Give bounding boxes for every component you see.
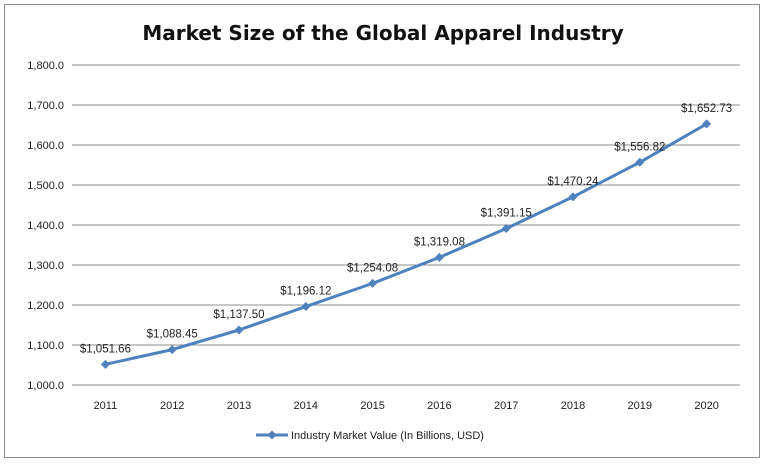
y-tick-label: 1,500.0 — [27, 180, 64, 192]
x-tick-label: 2016 — [427, 400, 451, 412]
x-tick-label: 2015 — [360, 400, 384, 412]
data-label: $1,196.12 — [280, 286, 331, 298]
data-point — [568, 192, 578, 202]
y-tick-label: 1,100.0 — [27, 340, 64, 352]
data-point — [501, 224, 511, 234]
x-tick-label: 2017 — [494, 400, 518, 412]
data-point — [434, 252, 444, 262]
series-industry-market-value — [100, 119, 712, 369]
data-label: $1,652.73 — [681, 103, 732, 115]
data-label: $1,470.24 — [547, 176, 599, 188]
y-tick-label: 1,000.0 — [27, 380, 64, 392]
chart-title: Market Size of the Global Apparel Indust… — [142, 21, 623, 45]
y-tick-label: 1,700.0 — [27, 100, 64, 112]
y-tick-label: 1,400.0 — [27, 220, 64, 232]
data-point — [702, 119, 712, 129]
data-label: $1,088.45 — [147, 329, 198, 341]
data-label: $1,319.08 — [414, 236, 465, 248]
data-point — [100, 359, 110, 369]
x-tick-label: 2013 — [227, 400, 251, 412]
x-tick-label: 2012 — [160, 400, 184, 412]
data-label: $1,051.66 — [80, 343, 131, 355]
data-point — [635, 157, 645, 167]
x-tick-label: 2014 — [294, 400, 318, 412]
data-label: $1,391.15 — [481, 208, 532, 220]
data-point — [234, 325, 244, 335]
chart-frame — [4, 4, 760, 458]
legend-entry: Industry Market Value (In Billions, USD) — [291, 430, 484, 442]
data-point — [167, 345, 177, 355]
y-tick-label: 1,300.0 — [27, 260, 64, 272]
data-label: $1,137.50 — [213, 309, 264, 321]
x-axis-ticks: 2011 2012 2013 2014 2015 2016 2017 2018 2019 2020 — [94, 400, 719, 412]
x-tick-label: 2018 — [561, 400, 585, 412]
y-axis-ticks: 1,000.0 1,100.0 1,200.0 1,300.0 1,400.0 1,500… — [27, 60, 64, 392]
y-tick-label: 1,200.0 — [27, 300, 64, 312]
x-tick-label: 2019 — [628, 400, 652, 412]
x-tick-label: 2020 — [694, 400, 718, 412]
data-point — [301, 302, 311, 312]
data-label: $1,556.82 — [614, 141, 665, 153]
y-tick-label: 1,600.0 — [27, 140, 64, 152]
legend-marker-swatch — [267, 430, 277, 440]
data-label: $1,254.08 — [347, 262, 398, 274]
data-point — [368, 278, 378, 288]
data-labels: $1,051.66 $1,088.45 $1,137.50 $1,196.12 $1,2… — [80, 103, 732, 355]
y-tick-label: 1,800.0 — [27, 60, 64, 72]
x-tick-label: 2011 — [94, 400, 118, 412]
legend: Industry Market Value (In Billions, USD) — [256, 430, 484, 442]
series-line — [103, 122, 709, 366]
